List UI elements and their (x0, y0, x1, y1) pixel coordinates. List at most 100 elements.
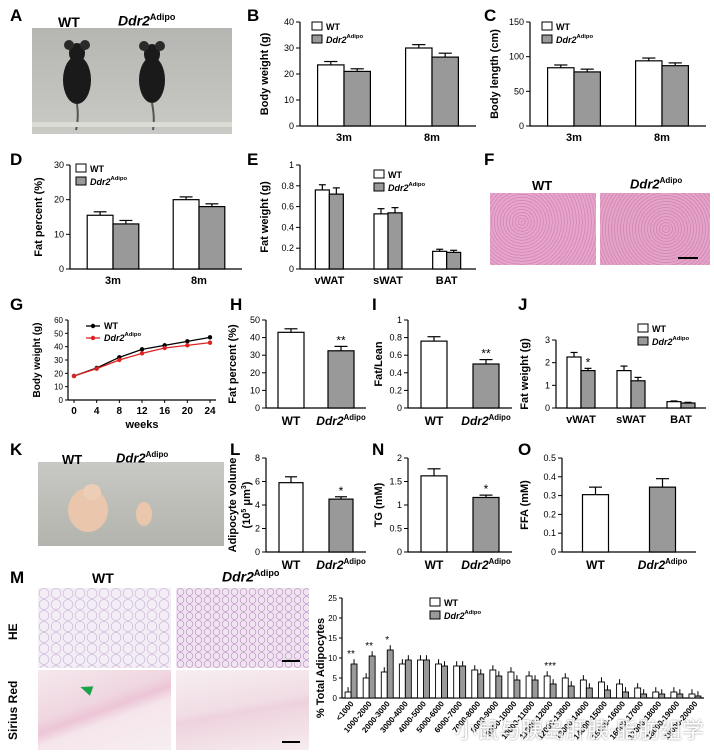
bar (446, 251, 462, 270)
chart-n-tg: 0 0.5 1 1.5 2 TG (mM) WT * Ddr2Adipo (373, 453, 512, 572)
y-tick-label: 0.6 (281, 202, 294, 212)
bar (441, 665, 448, 699)
bar (328, 498, 354, 553)
ddr2-sup: Adipo (253, 568, 280, 578)
bar (373, 213, 389, 270)
x-axis-label: weeks (124, 419, 158, 431)
bar (546, 67, 575, 127)
series-point-0 (139, 347, 145, 352)
y-tick-label: 15 (328, 634, 337, 643)
y-tick-label: 0.1 (543, 528, 556, 538)
y-axis-label: FFA (mM) (519, 480, 531, 530)
y-axis-label: TG (mM) (373, 482, 385, 527)
bar (670, 691, 678, 699)
ddr2-sup: Adipo (149, 12, 176, 22)
bar (616, 369, 632, 409)
legend-label-0: WT (388, 170, 402, 180)
panel-label-H: H (230, 295, 243, 314)
y-tick-label: 30 (250, 350, 260, 360)
bar (316, 64, 345, 127)
bar (579, 679, 587, 699)
ddr2-text: Ddr2 (630, 176, 660, 192)
bar (422, 659, 430, 699)
bar (604, 689, 611, 699)
x-tick-label: Ddr2Adipo (316, 557, 366, 572)
significance-mark: * (339, 484, 344, 498)
y-tick-label: 150 (509, 17, 524, 27)
bar (472, 363, 500, 409)
legend-label-1: Ddr2Adipo (326, 34, 363, 45)
panel-f-histology (490, 193, 710, 265)
series-line-0 (73, 336, 211, 377)
bar (616, 683, 623, 699)
y-axis-label: Fat weight (g) (259, 181, 271, 253)
panel-f-label-ddr2: Ddr2Adipo (630, 176, 682, 191)
x-tick-label: 16 (159, 406, 171, 417)
bar (688, 693, 696, 699)
bar (666, 401, 682, 409)
fat-pads (68, 484, 152, 532)
legend-label-1: Ddr2Adipo (90, 176, 127, 187)
y-axis-label: Body weight (g) (32, 323, 43, 398)
panel-label-I: I (372, 295, 377, 314)
chart-e-fat-weight: 0 0.2 0.4 0.6 0.8 1 Fat weight (g) vWAT sWAT BAT W… (259, 160, 476, 287)
x-tick-label: 3m (566, 132, 582, 144)
x-tick-label: vWAT (314, 275, 344, 287)
bar (652, 691, 660, 699)
scale-bar (678, 257, 698, 259)
panel-f-label-wt: WT (532, 178, 553, 193)
y-axis-label: Fat percent (%) (227, 324, 239, 404)
legend-label-1: Ddr2Adipo (556, 34, 593, 45)
x-tick-label: 20 (182, 406, 194, 417)
y-axis-label: Adipocyte volume (227, 458, 239, 553)
series-point-1 (139, 351, 145, 356)
watermark: 小鼠与胰岛肝胰·脂肪组学 (455, 719, 704, 744)
legend-swatch-1 (637, 336, 649, 346)
legend-swatch-0 (311, 21, 323, 31)
bar (314, 189, 330, 270)
y-tick-label: 60 (54, 316, 63, 325)
y-tick-label: 0 (397, 547, 402, 557)
bar (343, 70, 371, 127)
bar (489, 669, 497, 699)
bar (431, 56, 459, 127)
y-tick-label: 30 (54, 356, 63, 365)
y-tick-label: 0 (333, 694, 338, 703)
legend-label-0: WT (556, 22, 570, 32)
bar (658, 693, 666, 699)
bar (477, 673, 485, 699)
legend-swatch-1 (373, 182, 385, 192)
y-tick-label: 20 (54, 195, 64, 205)
y-tick-label: 6 (255, 477, 260, 487)
bar (350, 663, 358, 699)
panel-k-label-ddr2: Ddr2Adipo (116, 450, 168, 465)
y-tick-label: 20 (284, 69, 294, 79)
bar (472, 496, 500, 553)
y-tick-label: 4 (255, 500, 260, 510)
x-tick-label: WT (425, 558, 444, 572)
he-ddr2-image (176, 588, 309, 668)
y-tick-label: 0.4 (281, 222, 294, 232)
bar (398, 663, 406, 699)
y-axis-label: Fat weight (g) (519, 338, 531, 410)
y-tick-label: 0 (59, 264, 64, 274)
chart-h-fat-percent: 0 10 20 30 40 50 Fat percent (%) WT ** Ddr2Adipo (227, 315, 366, 428)
significance-mark: ** (336, 333, 346, 347)
legend-swatch-0 (75, 163, 87, 173)
bar (661, 65, 689, 127)
bar (634, 687, 642, 699)
y-tick-label: 1 (289, 160, 294, 170)
bar (278, 482, 304, 553)
bar (386, 649, 394, 699)
legend-swatch-0 (541, 21, 553, 31)
chart-b-body-weight: 0 10 20 30 40 Body weight (g) 3m 8m WT Ddr2Adipo (259, 17, 476, 144)
bar (635, 60, 663, 127)
y-tick-label: 50 (250, 315, 260, 325)
y-tick-label: 10 (328, 654, 337, 663)
y-tick-label: 1 (545, 380, 550, 390)
bar (495, 675, 503, 699)
significance-mark: ** (365, 641, 373, 652)
y-tick-label: 40 (54, 343, 63, 352)
y-tick-label: 50 (54, 329, 63, 338)
series-point-1 (117, 357, 122, 363)
